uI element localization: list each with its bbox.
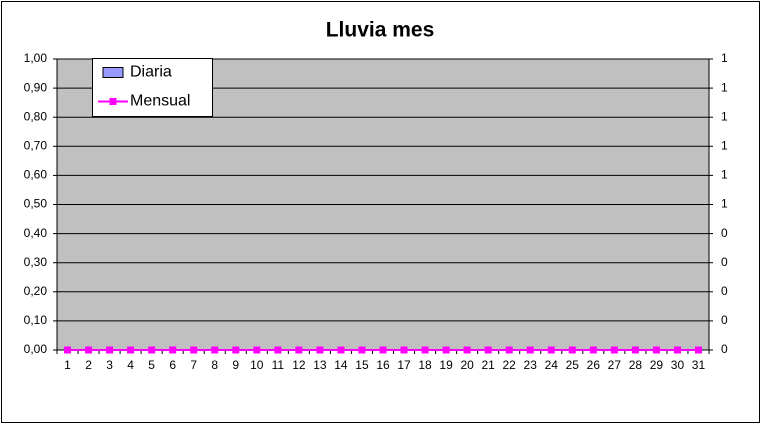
marker (232, 346, 240, 354)
y2-tick-label: 0 (721, 284, 728, 298)
x-tick-label: 7 (190, 358, 197, 372)
y2-tick-label: 0 (721, 226, 728, 240)
marker (652, 346, 660, 354)
marker (610, 346, 618, 354)
chart-title: Lluvia mes (326, 19, 435, 42)
y2-tick-label: 0 (721, 313, 728, 327)
marker (358, 346, 366, 354)
x-tick-label: 14 (334, 358, 348, 372)
legend-label: Mensual (130, 93, 190, 110)
marker (274, 346, 282, 354)
marker (526, 346, 534, 354)
x-tick-label: 27 (608, 358, 622, 372)
x-tick-label: 23 (524, 358, 538, 372)
marker (589, 346, 597, 354)
y-tick-label: 0,60 (24, 168, 48, 182)
y-tick-label: 0,30 (24, 255, 48, 269)
y2-tick-label: 0 (721, 255, 728, 269)
marker (211, 346, 219, 354)
y2-tick-label: 1 (721, 80, 728, 94)
x-tick-label: 4 (127, 358, 134, 372)
x-tick-label: 28 (629, 358, 643, 372)
x-tick-label: 3 (106, 358, 113, 372)
marker (673, 346, 681, 354)
x-tick-label: 5 (148, 358, 155, 372)
x-tick-label: 2 (85, 358, 92, 372)
legend-label: Diaria (130, 64, 172, 81)
x-tick-label: 31 (692, 358, 706, 372)
y2-tick-label: 1 (721, 197, 728, 211)
marker (253, 346, 261, 354)
marker (400, 346, 408, 354)
marker (484, 346, 492, 354)
marker (379, 346, 387, 354)
x-tick-label: 15 (355, 358, 369, 372)
y-tick-label: 1,00 (24, 51, 48, 65)
y-tick-label: 0,20 (24, 284, 48, 298)
y-tick-label: 0,80 (24, 109, 48, 123)
x-tick-label: 11 (272, 358, 285, 372)
marker (421, 346, 429, 354)
y2-tick-label: 1 (721, 109, 728, 123)
marker (316, 346, 324, 354)
marker (169, 346, 177, 354)
y-tick-label: 0,00 (24, 342, 48, 356)
x-tick-label: 18 (418, 358, 432, 372)
y-tick-label: 0,70 (24, 138, 48, 152)
x-tick-label: 25 (566, 358, 580, 372)
y-tick-label: 0,50 (24, 197, 48, 211)
x-tick-label: 13 (313, 358, 327, 372)
marker (442, 346, 450, 354)
x-tick-label: 24 (545, 358, 559, 372)
x-tick-label: 29 (650, 358, 664, 372)
y2-tick-label: 1 (721, 168, 728, 182)
marker (295, 346, 303, 354)
y2-tick-label: 1 (721, 51, 728, 65)
x-tick-label: 20 (460, 358, 474, 372)
y-tick-label: 0,10 (24, 313, 48, 327)
marker (106, 346, 114, 354)
x-tick-label: 8 (211, 358, 218, 372)
x-tick-label: 30 (671, 358, 685, 372)
y-tick-label: 0,40 (24, 226, 48, 240)
marker (463, 346, 471, 354)
marker (85, 346, 93, 354)
x-tick-label: 16 (376, 358, 390, 372)
y2-tick-label: 1 (721, 138, 728, 152)
x-tick-label: 6 (169, 358, 176, 372)
legend-marker (109, 98, 117, 105)
x-tick-label: 9 (232, 358, 239, 372)
x-tick-label: 26 (587, 358, 601, 372)
x-tick-label: 12 (292, 358, 306, 372)
legend-swatch (102, 67, 124, 78)
y-tick-label: 0,90 (24, 80, 48, 94)
x-tick-label: 10 (250, 358, 264, 372)
marker (547, 346, 555, 354)
marker (64, 346, 72, 354)
marker (694, 346, 702, 354)
x-tick-label: 21 (481, 358, 495, 372)
marker (148, 346, 156, 354)
marker (505, 346, 513, 354)
marker (568, 346, 576, 354)
x-tick-label: 17 (397, 358, 411, 372)
x-tick-label: 19 (439, 358, 453, 372)
x-tick-label: 1 (64, 358, 71, 372)
marker (337, 346, 345, 354)
marker (127, 346, 135, 354)
marker (631, 346, 639, 354)
marker (190, 346, 198, 354)
y2-tick-label: 0 (721, 342, 728, 356)
x-tick-label: 22 (503, 358, 517, 372)
